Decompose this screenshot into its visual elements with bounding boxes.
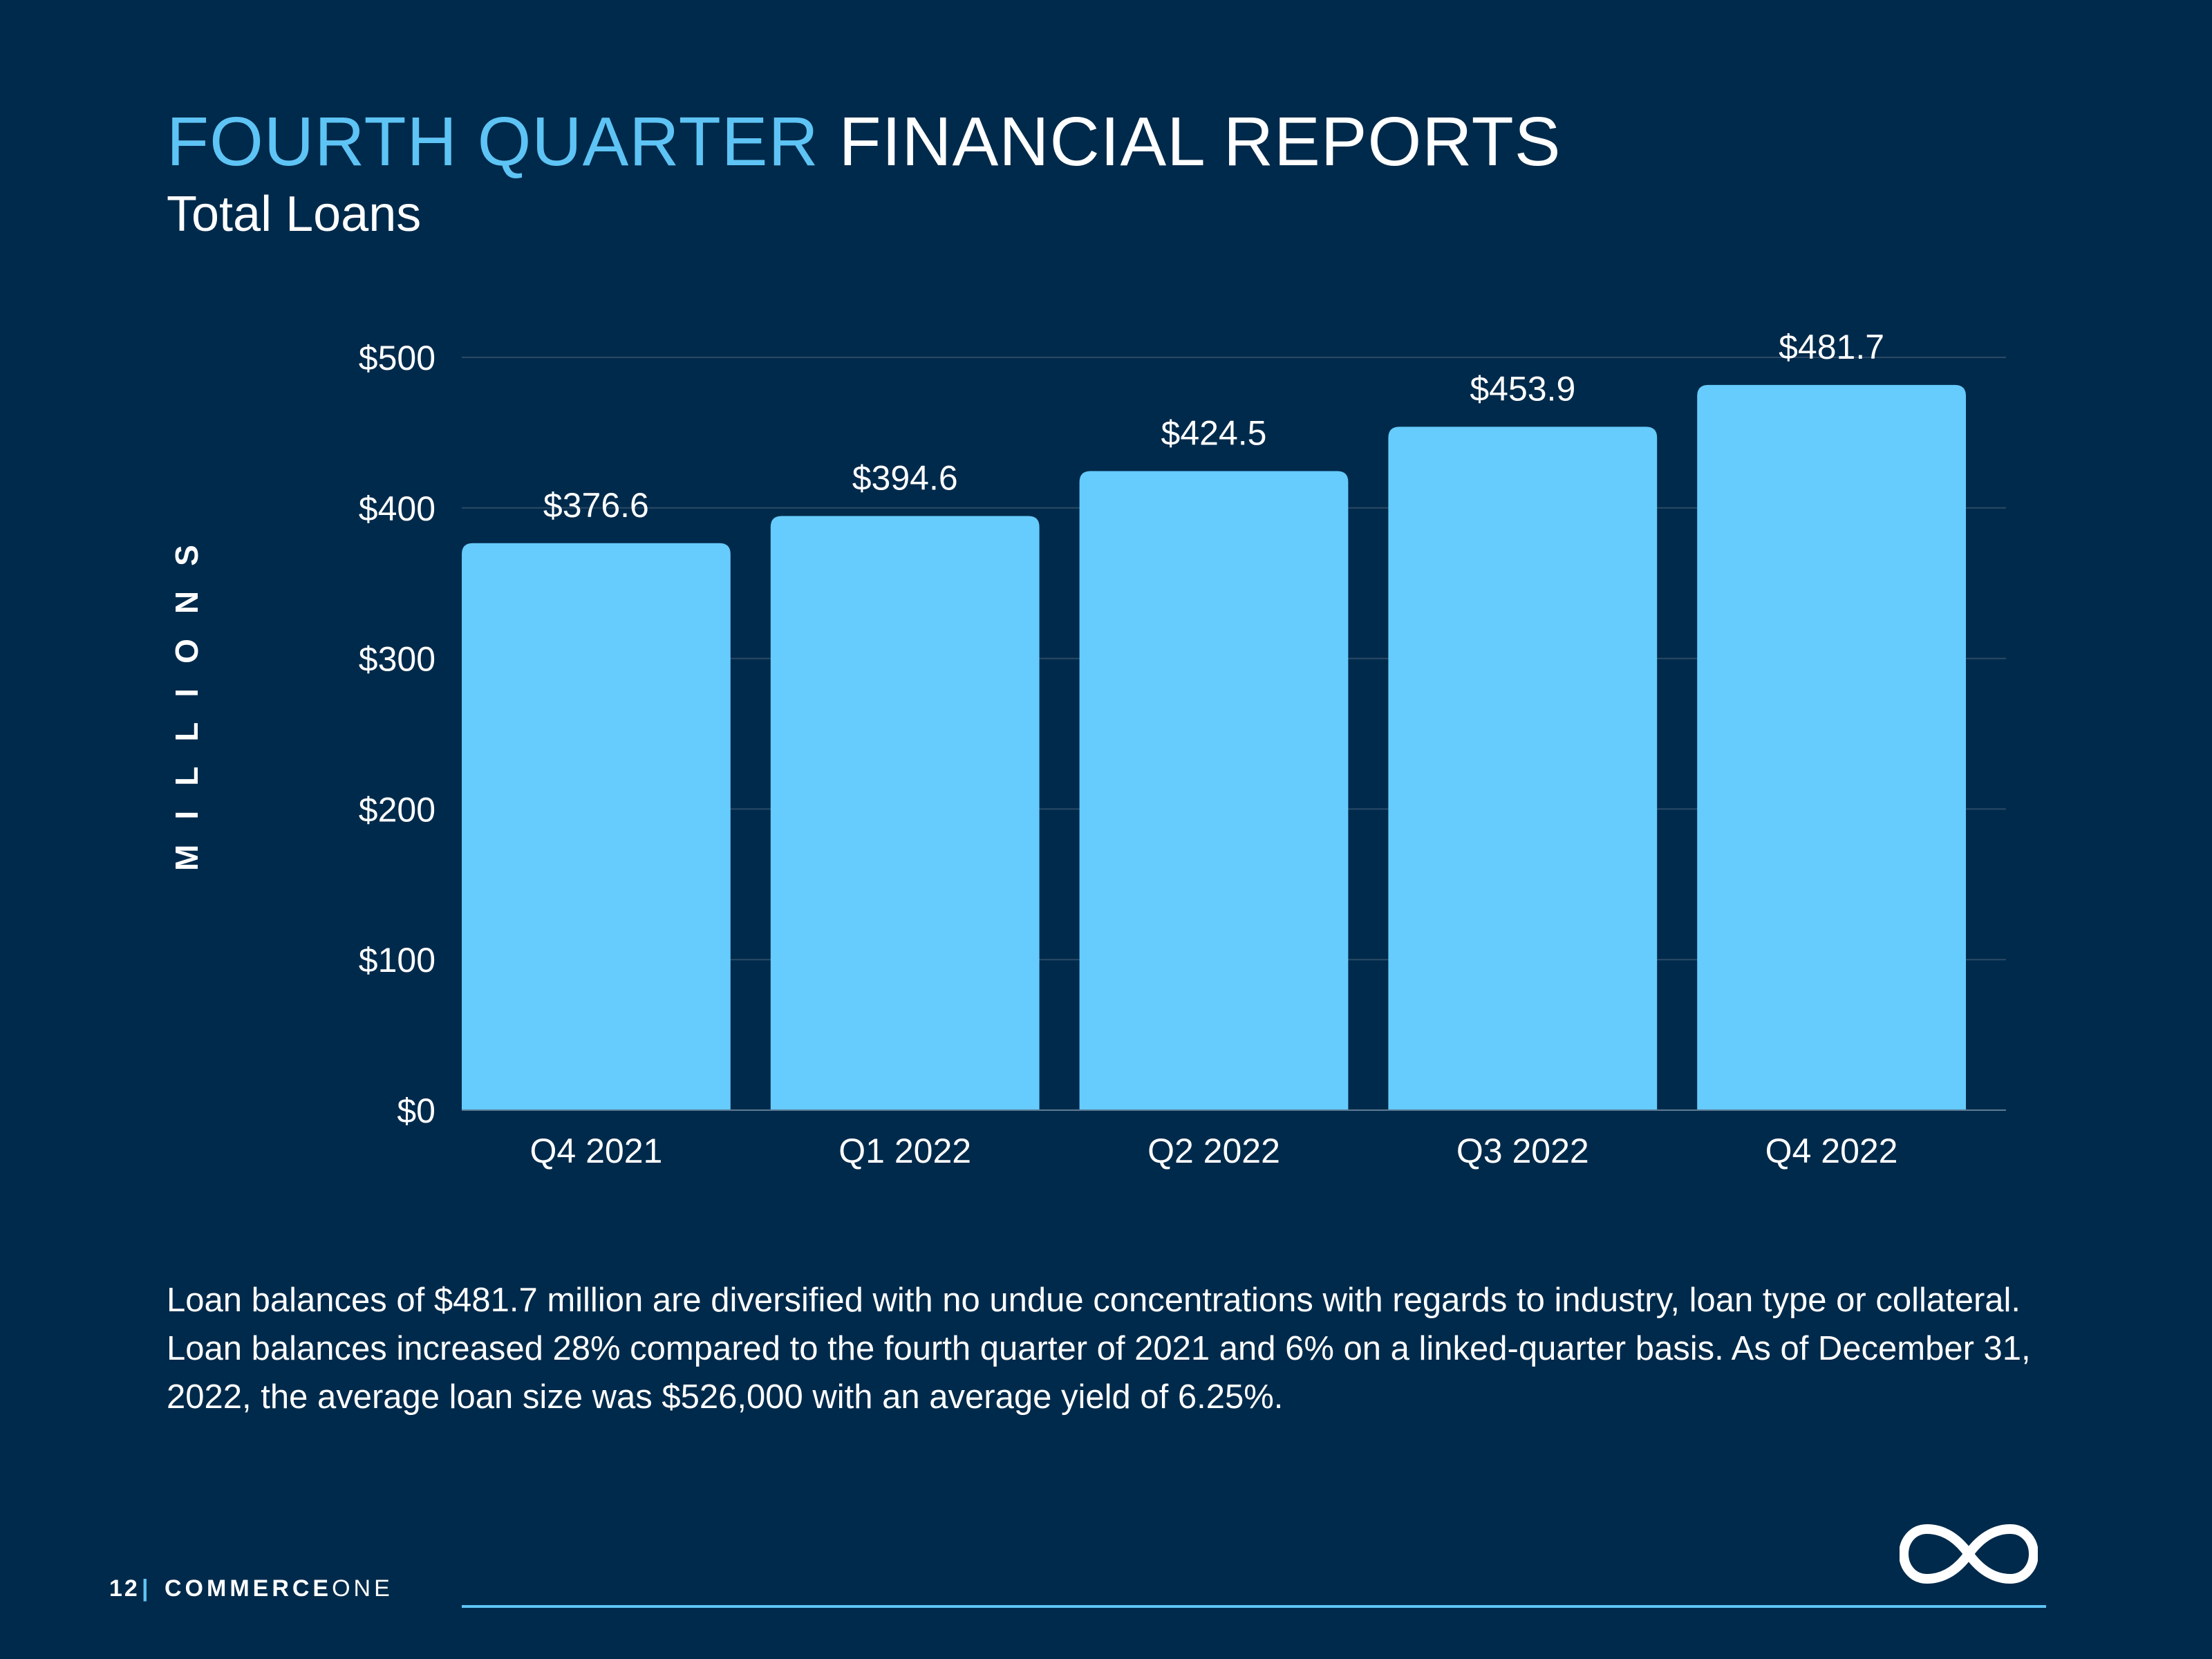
chart-subtitle: Total Loans [167, 187, 422, 242]
data-label: $376.6 [543, 486, 649, 525]
bar [1079, 471, 1349, 1110]
y-tick-label: $0 [397, 1091, 435, 1130]
x-tick-label: Q1 2022 [838, 1132, 971, 1170]
bar-chart: $0 $100 $200 $300 $400 $500 $376.6 Q4 2021 $394.… [359, 328, 2006, 1170]
infinity-icon [1900, 1524, 2038, 1584]
footer-separator: | [142, 1575, 149, 1602]
footer-divider [462, 1605, 2046, 1608]
data-label: $424.5 [1161, 413, 1267, 452]
bar [770, 516, 1040, 1110]
y-tick-label: $300 [359, 640, 435, 679]
data-label: $481.7 [1779, 328, 1884, 366]
brand-light: ONE [332, 1575, 393, 1602]
x-tick-label: Q4 2021 [529, 1132, 662, 1170]
page-title: FOURTH QUARTER FINANCIAL REPORTS [167, 97, 1561, 187]
brand-bold: COMMERCE [165, 1575, 332, 1602]
data-label: $394.6 [852, 459, 958, 498]
bar [462, 543, 731, 1110]
bar [1697, 384, 1966, 1110]
y-tick-label: $100 [359, 941, 435, 980]
title-accent: FOURTH QUARTER [167, 103, 819, 180]
x-tick-label: Q4 2022 [1765, 1132, 1898, 1170]
y-tick-label: $500 [359, 339, 435, 377]
page-number: 12 [109, 1575, 140, 1602]
y-tick-label: $200 [359, 790, 435, 829]
y-tick-label: $400 [359, 489, 435, 528]
x-tick-label: Q3 2022 [1456, 1132, 1589, 1170]
data-label: $453.9 [1470, 369, 1575, 408]
description-text: Loan balances of $481.7 million are dive… [167, 1282, 2031, 1416]
title-rest: FINANCIAL REPORTS [838, 103, 1562, 180]
bar [1388, 427, 1658, 1110]
x-tick-label: Q2 2022 [1147, 1132, 1280, 1170]
brand-wordmark: COMMERCEONE [165, 1575, 393, 1602]
